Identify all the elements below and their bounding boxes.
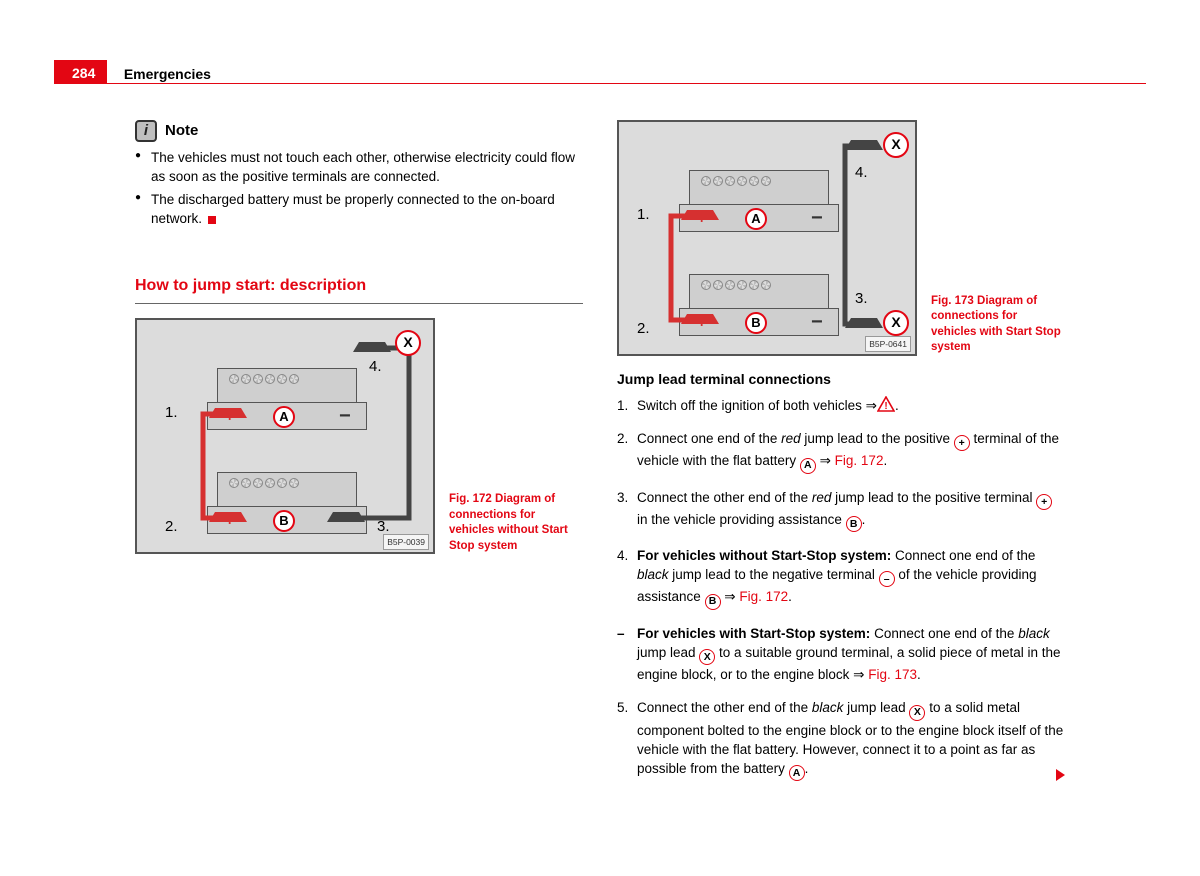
label-x: X (699, 649, 715, 665)
section-heading: How to jump start: description (135, 275, 583, 305)
step-number: 2. (165, 516, 178, 537)
plus-symbol: + (1036, 494, 1052, 510)
figure-code: B5P-0039 (383, 534, 429, 550)
figure-173-caption: Fig. 173 Diagram of connections for vehi… (931, 294, 1061, 356)
fig-ref: Fig. 172 (835, 453, 884, 468)
ground-x-circle: X (883, 310, 909, 336)
step-3: Connect the other end of the red jump le… (617, 488, 1065, 533)
step-number: 3. (855, 288, 868, 309)
subheading: Jump lead terminal connections (617, 370, 1065, 390)
label-b: B (705, 594, 721, 610)
continuation-arrow-icon (1056, 769, 1065, 781)
note-item: The discharged battery must be properly … (135, 190, 583, 228)
label-b: B (846, 516, 862, 532)
fig-ref: Fig. 173 (868, 667, 917, 682)
step-4: For vehicles without Start-Stop system: … (617, 546, 1065, 610)
step-number: 4. (855, 162, 868, 183)
figure-173-block: + − A + − B X X (617, 120, 1065, 356)
step-number: 1. (165, 402, 178, 423)
left-column: i Note The vehicles must not touch each … (135, 120, 583, 795)
section-end-marker (208, 216, 216, 224)
figure-172: + − A + − B X 1. (135, 318, 435, 554)
figure-code: B5P-0641 (865, 336, 911, 352)
steps-list: Switch off the ignition of both vehicles… (617, 396, 1065, 781)
note-title: Note (165, 120, 198, 141)
step-5: Connect the other end of the black jump … (617, 698, 1065, 781)
page-header: 284 Emergencies (54, 60, 1146, 84)
svg-text:!: ! (884, 401, 887, 412)
step-1: Switch off the ignition of both vehicles… (617, 396, 1065, 415)
right-column: + − A + − B X X (617, 120, 1065, 795)
step-2: Connect one end of the red jump lead to … (617, 429, 1065, 474)
note-item: The vehicles must not touch each other, … (135, 148, 583, 186)
step-number: 4. (369, 356, 382, 377)
note-head: i Note (135, 120, 583, 142)
ground-x-circle: X (883, 132, 909, 158)
plus-symbol: + (954, 435, 970, 451)
leads-svg (619, 122, 919, 358)
info-icon: i (135, 120, 157, 142)
label-a: A (800, 458, 816, 474)
step-number: 1. (637, 204, 650, 225)
label-x: X (909, 705, 925, 721)
chapter-title: Emergencies (124, 66, 211, 82)
step-dash: For vehicles with Start-Stop system: Con… (617, 624, 1065, 685)
content-columns: i Note The vehicles must not touch each … (135, 120, 1065, 795)
figure-173: + − A + − B X X (617, 120, 917, 356)
leads-svg (137, 320, 437, 556)
minus-symbol: – (879, 571, 895, 587)
figure-172-block: + − A + − B X 1. (135, 318, 583, 554)
note-bullets: The vehicles must not touch each other, … (135, 148, 583, 229)
page-number: 284 (54, 60, 107, 84)
label-a: A (789, 765, 805, 781)
warning-icon: ! (877, 396, 895, 412)
fig-ref: Fig. 172 (739, 589, 788, 604)
step-number: 2. (637, 318, 650, 339)
figure-172-caption: Fig. 172 Diagram of connections for vehi… (449, 492, 579, 554)
